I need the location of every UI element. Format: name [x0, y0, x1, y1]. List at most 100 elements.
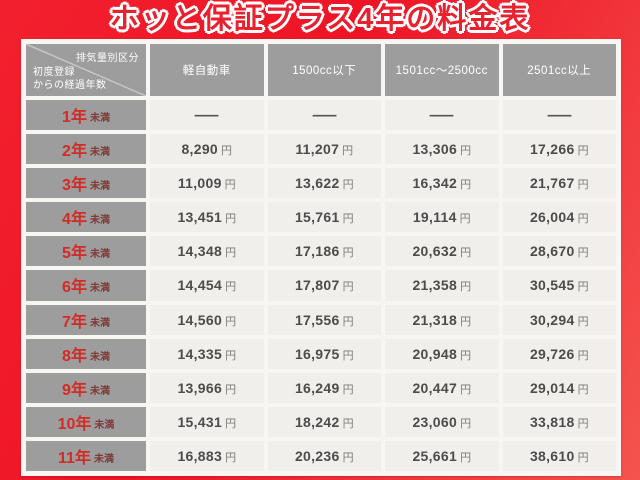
yen-unit-label: 円: [342, 383, 354, 396]
price-cell: 25,661 円: [385, 440, 499, 471]
price-value: 17,556: [294, 311, 340, 328]
price-value: 25,661: [412, 447, 458, 464]
yen-unit-label: 円: [460, 417, 472, 430]
yen-unit-label: 円: [221, 145, 233, 158]
yen-unit-label: 円: [460, 179, 472, 192]
price-value: 20,948: [412, 345, 458, 362]
empty-price-dash: —: [429, 105, 454, 125]
price-cell: —: [150, 100, 264, 131]
price-cell: 16,975 円: [267, 338, 381, 369]
column-header-label: 2501cc以上: [527, 65, 592, 77]
price-cell: 17,266 円: [502, 134, 616, 165]
column-header-3: 1501cc〜2500cc: [385, 44, 499, 96]
price-value: 20,236: [294, 447, 340, 464]
price-value: 13,306: [412, 141, 458, 158]
yen-unit-label: 円: [577, 315, 589, 328]
price-cell: 33,818 円: [502, 406, 616, 437]
price-value: 23,060: [412, 413, 458, 430]
yen-unit-label: 円: [460, 451, 472, 464]
price-cell: 18,242 円: [267, 406, 381, 437]
row-header-year-2: 2年 未満: [26, 134, 146, 165]
yen-unit-label: 円: [342, 315, 354, 328]
price-table: 排気量別区分 初度登録 からの経過年数 軽自動車 1500cc以下 1501cc〜2…: [26, 44, 616, 471]
row-suffix-label: 未満: [89, 351, 110, 363]
price-cell: 28,670 円: [502, 236, 616, 267]
price-cell: 16,883 円: [150, 440, 264, 471]
yen-unit-label: 円: [460, 315, 472, 328]
table-corner-cell: 排気量別区分 初度登録 からの経過年数: [26, 44, 146, 96]
yen-unit-label: 円: [577, 247, 589, 260]
price-value: 16,342: [412, 175, 458, 192]
row-year-label: 10年: [57, 415, 92, 433]
price-value: 18,242: [294, 413, 340, 430]
yen-unit-label: 円: [225, 417, 237, 430]
price-value: 16,249: [294, 379, 340, 396]
price-value: 30,545: [529, 277, 575, 294]
row-header-year-10: 10年 未満: [26, 406, 146, 437]
price-value: 29,014: [529, 379, 575, 396]
price-cell: 14,560 円: [150, 304, 264, 335]
corner-label-engine-class: 排気量別区分: [76, 53, 139, 64]
row-suffix-label: 未満: [89, 113, 110, 125]
page-title: ホッと保証プラス4年の料金表: [109, 3, 531, 35]
yen-unit-label: 円: [342, 451, 354, 464]
price-cell: 30,294 円: [502, 304, 616, 335]
row-year-label: 2年: [62, 143, 87, 161]
row-header-year-5: 5年 未満: [26, 236, 146, 267]
price-value: 14,560: [177, 311, 223, 328]
yen-unit-label: 円: [225, 451, 237, 464]
price-cell: 13,451 円: [150, 202, 264, 233]
price-cell: 17,186 円: [267, 236, 381, 267]
price-value: 14,348: [177, 243, 223, 260]
price-cell: 14,335 円: [150, 338, 264, 369]
price-cell: 13,306 円: [385, 134, 499, 165]
yen-unit-label: 円: [225, 383, 237, 396]
price-value: 30,294: [529, 311, 575, 328]
yen-unit-label: 円: [459, 213, 471, 226]
yen-unit-label: 円: [225, 349, 237, 362]
price-cell: 23,060 円: [385, 406, 499, 437]
price-value: 17,186: [294, 243, 340, 260]
row-suffix-label: 未満: [89, 181, 110, 193]
price-value: 14,454: [177, 277, 223, 294]
row-header-year-9: 9年 未満: [26, 372, 146, 403]
yen-unit-label: 円: [342, 417, 354, 430]
row-header-year-3: 3年 未満: [26, 168, 146, 199]
price-value: 17,266: [529, 141, 575, 158]
row-suffix-label: 未満: [89, 249, 110, 261]
row-header-year-7: 7年 未満: [26, 304, 146, 335]
yen-unit-label: 円: [577, 451, 589, 464]
row-suffix-label: 未満: [89, 283, 110, 295]
yen-unit-label: 円: [225, 281, 237, 294]
price-cell: 20,236 円: [267, 440, 381, 471]
yen-unit-label: 円: [225, 213, 237, 226]
yen-unit-label: 円: [342, 213, 354, 226]
row-year-label: 6年: [62, 279, 87, 297]
row-year-label: 4年: [62, 211, 87, 229]
price-cell: 11,207 円: [267, 134, 381, 165]
price-value: 29,726: [529, 345, 575, 362]
corner-label-line2: からの経過年数: [33, 79, 107, 91]
price-value: 20,632: [412, 243, 458, 260]
price-cell: 13,622 円: [267, 168, 381, 199]
price-value: 38,610: [529, 447, 575, 464]
row-header-year-1: 1年 未満: [26, 100, 146, 131]
price-cell: 38,610 円: [502, 440, 616, 471]
yen-unit-label: 円: [342, 145, 354, 158]
price-value: 26,004: [529, 209, 575, 226]
price-value: 33,818: [529, 413, 575, 430]
price-cell: 20,447 円: [385, 372, 499, 403]
yen-unit-label: 円: [342, 179, 354, 192]
price-value: 20,447: [412, 379, 458, 396]
price-cell: 11,009 円: [150, 168, 264, 199]
yen-unit-label: 円: [577, 349, 589, 362]
price-cell: 16,249 円: [267, 372, 381, 403]
row-year-label: 5年: [62, 245, 87, 263]
column-header-label: 1500cc以下: [292, 65, 357, 77]
row-suffix-label: 未満: [94, 419, 115, 431]
price-value: 21,318: [412, 311, 458, 328]
price-cell: —: [267, 100, 381, 131]
price-cell: 19,114 円: [385, 202, 499, 233]
column-header-label: 軽自動車: [182, 65, 231, 77]
row-suffix-label: 未満: [89, 215, 110, 227]
